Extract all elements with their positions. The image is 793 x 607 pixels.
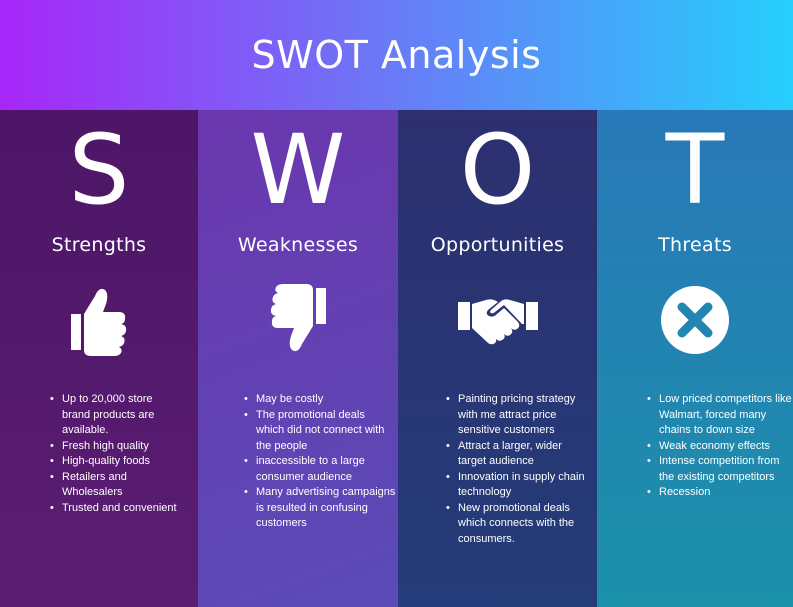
weaknesses-list: May be costly The promotional deals whic… xyxy=(244,392,396,532)
list-item: Low priced competitors like Walmart, for… xyxy=(647,392,793,439)
weaknesses-column: W Weaknesses May be costly The promotion… xyxy=(198,110,398,607)
list-item: Intense competition from the existing co… xyxy=(647,454,793,485)
opportunities-column: O Opportunities Painting pricing strateg… xyxy=(398,110,597,607)
opportunities-list: Painting pricing strategy with me attrac… xyxy=(446,392,586,547)
weaknesses-title: Weaknesses xyxy=(237,234,359,256)
list-item: Many advertising campaigns is resulted i… xyxy=(244,485,396,532)
list-item: Retailers and Wholesalers xyxy=(50,470,180,501)
list-item: May be costly xyxy=(244,392,396,408)
strengths-column: S Strengths Up to 20,000 store brand pro… xyxy=(0,110,198,607)
list-item: The promotional deals which did not conn… xyxy=(244,408,396,455)
weaknesses-letter: W xyxy=(250,114,346,226)
list-item: Trusted and convenient xyxy=(50,501,180,517)
threats-column: T Threats Low priced competitors like Wa… xyxy=(597,110,793,607)
threats-letter: T xyxy=(665,114,725,226)
thumbs-up-icon xyxy=(71,288,127,356)
thumbs-down-icon xyxy=(270,284,326,352)
list-item: High-quality foods xyxy=(50,454,180,470)
list-item: Attract a larger, wider target audience xyxy=(446,439,586,470)
list-item: Up to 20,000 store brand products are av… xyxy=(50,392,180,439)
list-item: Weak economy effects xyxy=(647,439,793,455)
threats-list: Low priced competitors like Walmart, for… xyxy=(647,392,793,501)
threats-title: Threats xyxy=(658,234,732,256)
handshake-icon xyxy=(457,299,538,345)
page-title: SWOT Analysis xyxy=(251,33,542,77)
list-item: New promotional deals which connects wit… xyxy=(446,501,586,548)
list-item: Innovation in supply chain technology xyxy=(446,470,586,501)
opportunities-letter: O xyxy=(459,114,536,226)
strengths-letter: S xyxy=(68,114,130,226)
list-item: Fresh high quality xyxy=(50,439,180,455)
list-item: Painting pricing strategy with me attrac… xyxy=(446,392,586,439)
strengths-title: Strengths xyxy=(51,234,147,256)
list-item: inaccessible to a large consumer audienc… xyxy=(244,454,396,485)
opportunities-title: Opportunities xyxy=(430,234,565,256)
list-item: Recession xyxy=(647,485,793,501)
x-circle-icon xyxy=(661,286,729,354)
strengths-list: Up to 20,000 store brand products are av… xyxy=(50,392,180,516)
header-banner: SWOT Analysis xyxy=(0,0,793,110)
